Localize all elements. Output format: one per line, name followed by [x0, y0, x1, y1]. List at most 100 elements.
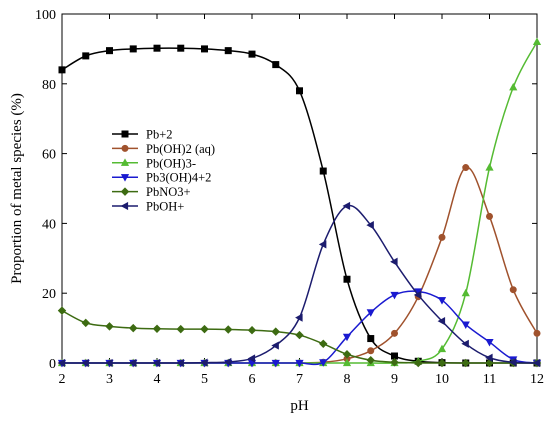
data-point — [247, 325, 257, 335]
data-point — [437, 344, 447, 353]
legend: Pb+2Pb(OH)2 (aq)Pb(OH)3-Pb3(OH)4+2PbNO3+… — [112, 128, 215, 214]
data-point — [271, 327, 280, 336]
data-point — [390, 291, 399, 300]
data-point — [177, 44, 185, 52]
legend-entry: PbOH+ — [112, 200, 184, 214]
legend-entry: Pb(OH)3- — [112, 156, 196, 170]
data-point — [295, 330, 304, 340]
legend-marker — [120, 187, 130, 196]
series-4 — [57, 306, 542, 368]
y-tick-label: 100 — [35, 8, 56, 23]
series-layer — [57, 37, 542, 368]
legend-marker — [121, 144, 129, 152]
x-axis-label: pH — [290, 398, 309, 414]
data-point — [390, 358, 399, 367]
y-tick-label: 0 — [49, 357, 56, 372]
x-tick-label: 3 — [106, 372, 113, 387]
legend-marker — [120, 174, 130, 182]
data-point — [437, 317, 446, 326]
x-tick-label: 5 — [201, 372, 208, 387]
data-point — [152, 324, 162, 334]
legend-entry: Pb3(OH)4+2 — [112, 171, 211, 185]
legend-label: PbNO3+ — [146, 185, 191, 199]
legend-marker — [121, 130, 129, 138]
data-point — [271, 359, 280, 368]
data-point — [200, 358, 208, 367]
data-point — [105, 358, 113, 368]
data-point — [509, 82, 518, 91]
data-point — [367, 335, 375, 343]
data-point — [247, 354, 256, 363]
x-tick-label: 2 — [59, 372, 66, 387]
data-point — [343, 275, 351, 283]
data-point — [461, 321, 470, 330]
data-point — [342, 358, 352, 367]
x-tick-label: 10 — [435, 372, 449, 387]
legend-label: PbOH+ — [146, 200, 184, 214]
data-point — [485, 212, 493, 220]
data-point — [106, 47, 114, 55]
legend-label: Pb(OH)2 (aq) — [146, 142, 215, 156]
y-tick-label: 40 — [42, 217, 56, 232]
legend-label: Pb3(OH)4+2 — [146, 171, 211, 185]
y-tick-label: 60 — [42, 148, 56, 163]
legend-label: Pb+2 — [146, 128, 173, 142]
data-point — [176, 358, 184, 368]
data-point — [129, 45, 137, 53]
data-point — [128, 358, 137, 368]
data-point — [532, 37, 542, 46]
data-point — [485, 163, 494, 171]
data-point — [508, 358, 517, 367]
data-point — [81, 318, 90, 328]
data-point — [153, 44, 161, 52]
data-point — [413, 290, 422, 300]
legend-entry: PbNO3+ — [112, 185, 191, 199]
data-point — [366, 309, 375, 317]
data-point — [509, 286, 517, 294]
data-point — [57, 306, 67, 315]
legend-label: Pb(OH)3- — [146, 156, 196, 170]
y-tick-label: 80 — [42, 78, 56, 93]
data-point — [414, 358, 423, 368]
data-point — [366, 355, 375, 365]
legend-marker — [120, 158, 130, 166]
data-point — [224, 325, 233, 334]
data-point — [461, 339, 469, 348]
data-point — [318, 240, 327, 249]
x-tick-label: 7 — [296, 372, 303, 387]
data-point — [82, 52, 90, 60]
data-point — [152, 358, 161, 368]
data-point — [319, 167, 327, 175]
data-point — [485, 338, 494, 347]
plot-frame — [61, 13, 538, 364]
data-point — [248, 50, 256, 58]
data-point — [437, 358, 447, 368]
data-point — [129, 323, 138, 333]
series-line — [61, 204, 538, 364]
data-point — [533, 329, 541, 337]
legend-marker — [120, 201, 129, 211]
data-point — [438, 233, 446, 241]
data-point — [319, 339, 328, 349]
legend-entry: Pb+2 — [112, 128, 173, 142]
data-point — [437, 297, 447, 305]
data-point — [342, 333, 352, 342]
data-point — [366, 221, 374, 230]
x-tick-label: 6 — [249, 372, 256, 387]
data-point — [390, 257, 398, 266]
data-point — [295, 87, 303, 95]
x-tick-label: 12 — [530, 372, 544, 387]
y-tick-label: 20 — [42, 287, 56, 302]
x-tick-label: 4 — [154, 372, 161, 387]
data-point — [342, 350, 352, 359]
data-point — [461, 288, 470, 297]
data-point — [532, 358, 541, 368]
data-point — [176, 324, 185, 334]
data-point — [390, 329, 398, 337]
data-point — [295, 313, 303, 322]
data-point — [201, 45, 209, 53]
data-point — [223, 357, 232, 367]
data-point — [271, 341, 279, 350]
data-point — [462, 164, 470, 172]
